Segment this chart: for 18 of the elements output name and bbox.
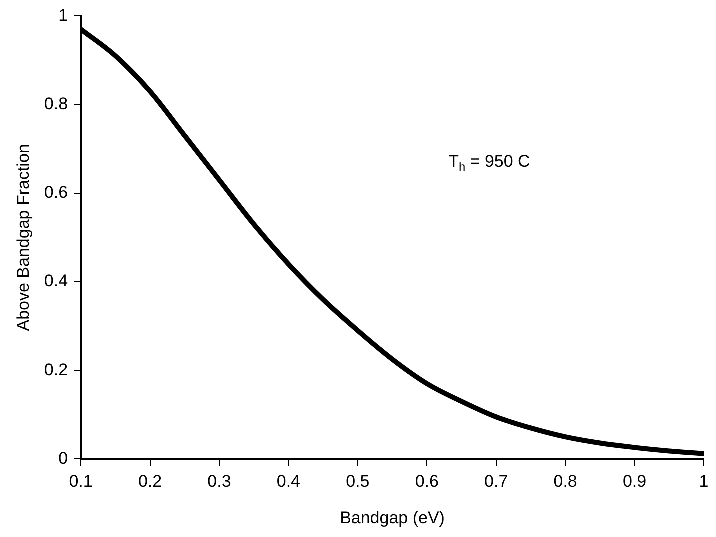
y-tick-label: 0.4 — [44, 272, 68, 291]
y-tick-label: 0.6 — [44, 183, 68, 202]
x-tick-label: 0.9 — [622, 472, 647, 492]
y-axis-title: Above Bandgap Fraction — [14, 144, 33, 332]
x-tick-label: 0.7 — [484, 472, 508, 492]
x-tick-label: 0.4 — [276, 472, 301, 492]
x-axis-title: Bandgap (eV) — [340, 508, 445, 528]
y-tick-label: 0 — [58, 448, 68, 468]
x-tick-label: 0.6 — [415, 472, 439, 492]
y-tick-label: 1 — [58, 6, 68, 25]
x-tick-label: 0.1 — [69, 472, 93, 492]
x-tick-label: 0.3 — [208, 472, 232, 492]
x-tick-label: 0.8 — [554, 472, 578, 492]
x-tick-label: 0.5 — [346, 472, 370, 492]
y-tick-label: 0.8 — [44, 94, 68, 114]
y-tick-label: 0.2 — [44, 360, 68, 380]
x-tick-label: 0.2 — [138, 472, 162, 492]
x-tick-label: 1 — [699, 472, 709, 492]
